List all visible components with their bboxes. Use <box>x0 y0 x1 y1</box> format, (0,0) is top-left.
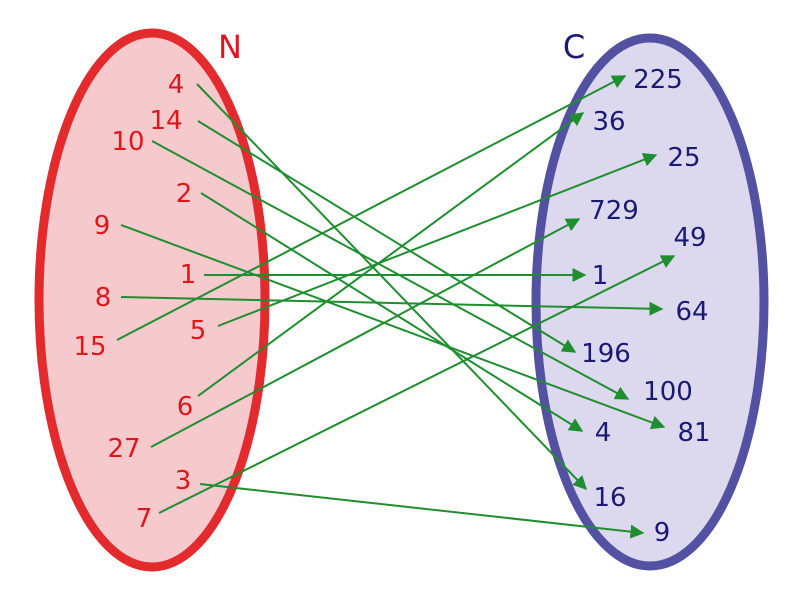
codomain-element: 81 <box>677 418 710 448</box>
codomain-element: 196 <box>581 339 631 369</box>
codomain-element: 225 <box>633 65 683 95</box>
domain-element: 1 <box>180 260 197 290</box>
codomain-element: 9 <box>654 518 671 548</box>
codomain-element: 100 <box>643 377 693 407</box>
codomain-labels: 225 36 25 729 49 1 64 196 100 4 81 16 9 <box>581 65 710 548</box>
set-c-ellipse <box>531 33 769 571</box>
mapping-arrow <box>150 218 581 448</box>
mapping-arrow <box>199 483 645 539</box>
codomain-element: 1 <box>592 261 609 291</box>
codomain-element: 25 <box>667 143 700 173</box>
domain-element: 27 <box>107 434 140 464</box>
domain-element: 15 <box>73 332 106 362</box>
codomain-element: 16 <box>593 483 626 513</box>
domain-element: 7 <box>136 504 153 534</box>
mapping-arrow <box>120 224 666 430</box>
mapping-arrow <box>196 83 587 491</box>
set-n-name: N <box>218 28 242 66</box>
codomain-element: 64 <box>675 297 708 327</box>
mapping-arrow <box>200 192 584 432</box>
mapping-arrow <box>197 112 585 397</box>
codomain-element: 4 <box>595 418 612 448</box>
domain-element: 10 <box>111 127 144 157</box>
domain-element: 14 <box>149 106 182 136</box>
domain-element: 6 <box>177 392 194 422</box>
mapping-arrow <box>158 255 676 514</box>
codomain-element: 36 <box>592 107 625 137</box>
set-c-name: C <box>563 28 585 66</box>
domain-element: 5 <box>190 316 207 346</box>
mapping-arrows <box>116 75 676 539</box>
domain-element: 3 <box>175 466 192 496</box>
domain-element: 4 <box>168 70 185 100</box>
codomain-element: 49 <box>673 223 706 253</box>
mapping-arrow <box>116 75 627 341</box>
codomain-element: 729 <box>589 196 639 226</box>
mapping-arrow <box>197 120 577 353</box>
domain-element: 8 <box>95 283 112 313</box>
mapping-arrow <box>151 140 630 400</box>
domain-element: 2 <box>176 179 193 209</box>
mapping-arrow <box>217 153 658 327</box>
domain-labels: 4 14 10 2 9 1 8 5 15 6 27 3 7 <box>73 70 206 534</box>
domain-element: 9 <box>94 211 111 241</box>
